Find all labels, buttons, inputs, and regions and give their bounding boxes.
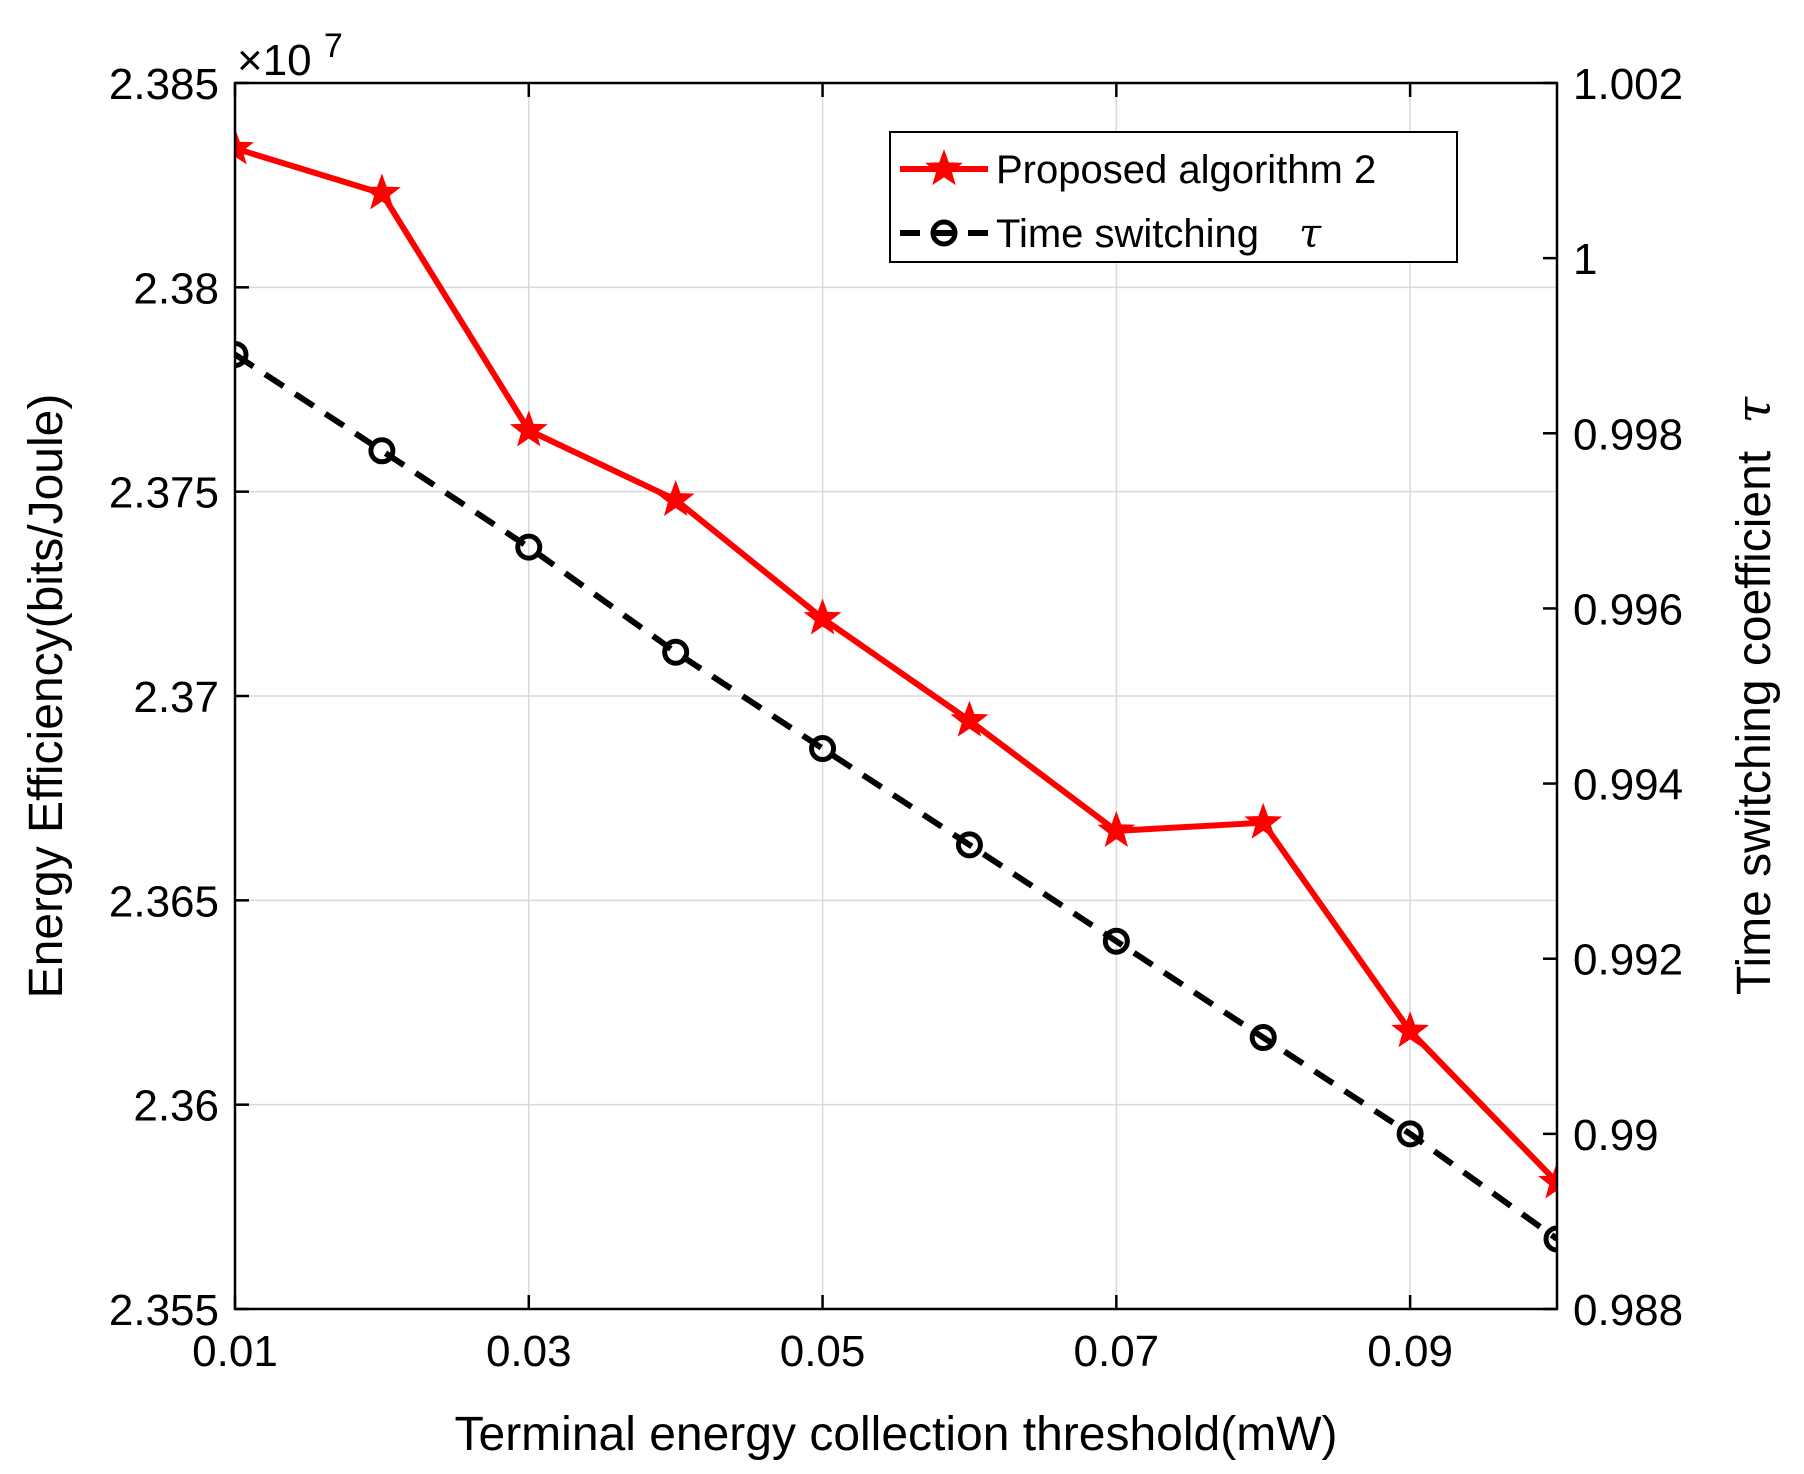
data-point — [1102, 927, 1130, 955]
legend-marker — [925, 149, 963, 186]
series-1 — [235, 340, 1557, 1253]
y-right-axis-title-symbol: τ — [1726, 396, 1782, 424]
legend-label: Proposed algorithm 2 — [996, 148, 1376, 192]
axes: 0.01 0.03 0.05 0.07 0.09 2.355 2.36 2.365 2.37 2.… — [109, 60, 1683, 1376]
data-point — [809, 735, 837, 763]
legend-label-symbol: τ — [1299, 211, 1322, 257]
y-right-tick-label: 0.992 — [1573, 936, 1683, 985]
data-point — [515, 533, 543, 561]
data-point — [362, 173, 401, 210]
legend-entry: Time switching τ — [900, 211, 1322, 257]
data-point — [368, 437, 396, 465]
y-left-tick-label: 2.38 — [133, 264, 219, 313]
y-right-tick-label: 0.988 — [1573, 1286, 1683, 1335]
series-line — [235, 145, 1557, 1185]
legend: Proposed algorithm 2 Time switching τ — [889, 131, 1458, 263]
y-right-tick-label: 0.996 — [1573, 585, 1683, 634]
y-left-multiplier: ×10 7 — [237, 27, 343, 85]
x-tick-label: 0.07 — [1074, 1327, 1160, 1376]
y-right-tick-label: 1.002 — [1573, 60, 1683, 109]
legend-label-text: Time switching — [996, 212, 1259, 256]
y-right-tick-label: 0.99 — [1573, 1111, 1659, 1160]
legend-entry: Proposed algorithm 2 — [900, 148, 1376, 192]
legend-marker — [930, 219, 958, 247]
y-left-tick-label: 2.355 — [109, 1286, 219, 1335]
y-left-tick-label: 2.37 — [133, 673, 219, 722]
series-layer — [235, 128, 1557, 1253]
legend-box — [889, 131, 1458, 263]
y-left-multiplier-base: ×10 — [237, 36, 312, 85]
x-tick-label: 0.09 — [1367, 1327, 1453, 1376]
y-right-axis-title-text: Time switching coefficient — [1728, 451, 1781, 995]
x-tick-label: 0.01 — [192, 1327, 278, 1376]
y-left-tick-label: 2.365 — [109, 877, 219, 926]
data-point — [1249, 1024, 1277, 1052]
data-point — [509, 410, 548, 447]
y-right-tick-label: 0.998 — [1573, 410, 1683, 459]
series-0 — [235, 128, 1557, 1199]
y-right-tick-label: 1 — [1573, 235, 1597, 284]
y-right-tick-label: 0.994 — [1573, 761, 1683, 810]
x-axis-title: Terminal energy collection threshold(mW) — [455, 1408, 1338, 1461]
data-point — [803, 598, 842, 635]
data-point — [950, 700, 989, 737]
data-point — [662, 638, 690, 666]
data-point — [1097, 810, 1136, 847]
data-point — [1538, 1162, 1557, 1199]
data-point — [955, 831, 983, 859]
data-point — [1543, 1225, 1557, 1253]
data-point — [656, 479, 695, 516]
series-line — [235, 351, 1557, 1242]
x-tick-label: 0.03 — [486, 1327, 572, 1376]
data-point — [235, 340, 249, 368]
y-left-tick-label: 2.375 — [109, 469, 219, 518]
data-point — [1391, 1011, 1430, 1048]
x-tick-label: 0.05 — [780, 1327, 866, 1376]
y-left-tick-label: 2.385 — [109, 60, 219, 109]
y-left-tick-label: 2.36 — [133, 1082, 219, 1131]
y-right-axis-title: Time switching coefficient τ — [1726, 396, 1782, 996]
legend-label-text: Proposed algorithm 2 — [996, 148, 1376, 192]
data-point — [235, 128, 254, 165]
data-point — [1396, 1120, 1424, 1148]
y-left-multiplier-exponent: 7 — [324, 27, 343, 65]
data-point — [1244, 802, 1283, 839]
grid-lines — [234, 82, 1557, 1310]
y-left-axis-title: Energy Efficiency(bits/Joule) — [20, 394, 73, 999]
legend-label: Time switching τ — [996, 211, 1322, 257]
